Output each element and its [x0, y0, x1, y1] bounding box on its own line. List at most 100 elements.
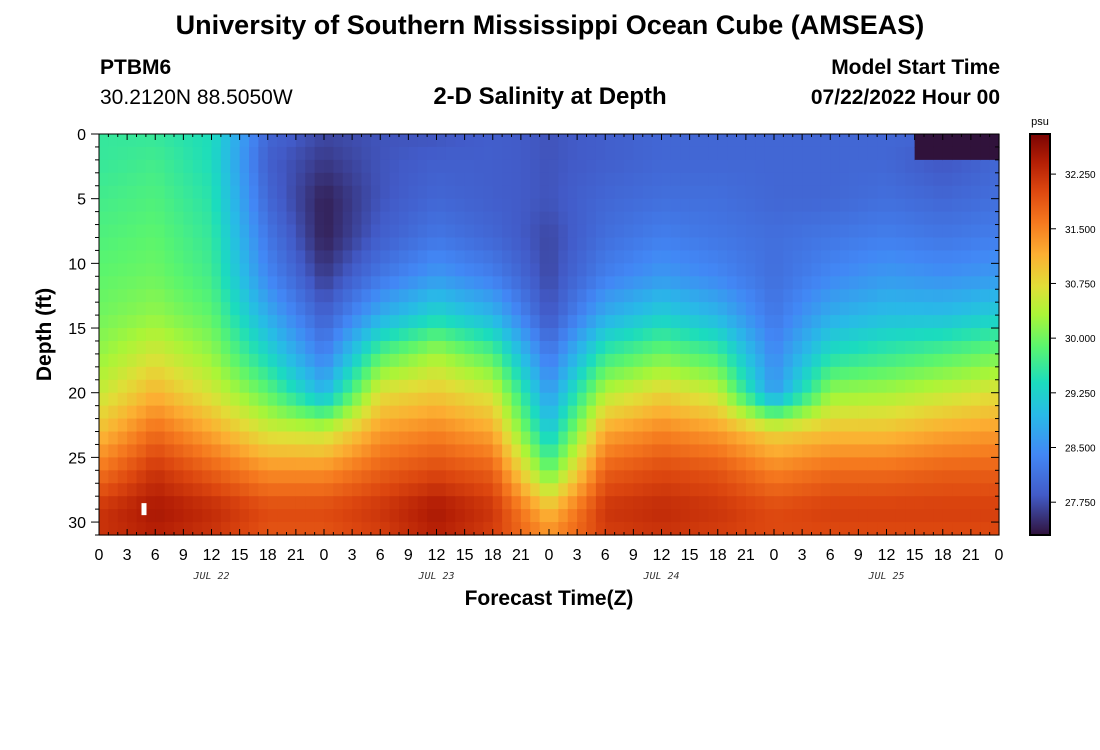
colorbar-tick-label: 30.000	[1065, 334, 1096, 345]
heatmap-cell	[830, 509, 841, 523]
heatmap-cell	[633, 366, 644, 381]
heatmap-cell	[239, 159, 250, 174]
heatmap-cell	[717, 276, 728, 290]
heatmap-cell	[211, 366, 222, 381]
heatmap-cell	[277, 302, 288, 316]
heatmap-cell	[342, 366, 353, 381]
heatmap-cell	[699, 237, 709, 252]
heatmap-cell	[970, 289, 981, 303]
heatmap-cell	[980, 366, 991, 381]
heatmap-cell	[633, 276, 644, 290]
heatmap-cell	[989, 444, 1000, 458]
heatmap-cell	[445, 431, 456, 446]
heatmap-cell	[389, 392, 400, 407]
heatmap-cell	[652, 198, 663, 213]
heatmap-cell	[614, 302, 625, 316]
heatmap-cell	[670, 302, 681, 316]
heatmap-cell	[980, 224, 991, 239]
heatmap-cell	[277, 457, 288, 471]
heatmap-cell	[211, 185, 222, 200]
heatmap-cell	[511, 353, 522, 368]
heatmap-cell	[652, 470, 663, 484]
heatmap-cell	[183, 302, 194, 316]
heatmap-cell	[277, 509, 288, 523]
heatmap-cell	[567, 159, 578, 174]
heatmap-cell	[745, 250, 756, 264]
heatmap-cell	[914, 470, 925, 484]
heatmap-cell	[970, 496, 981, 510]
heatmap-cell	[192, 379, 203, 394]
heatmap-cell	[980, 328, 991, 342]
heatmap-cell	[783, 444, 794, 458]
heatmap-cell	[830, 289, 841, 303]
heatmap-cell	[108, 340, 119, 355]
heatmap-cell	[567, 496, 578, 510]
heatmap-cell	[192, 431, 203, 446]
heatmap-cell	[314, 509, 325, 523]
heatmap-cell	[361, 211, 372, 226]
heatmap-cell	[474, 483, 484, 497]
heatmap-cell	[295, 185, 306, 200]
heatmap-cell	[839, 289, 850, 303]
heatmap-cell	[211, 211, 222, 226]
heatmap-cell	[774, 198, 784, 213]
heatmap-cell	[202, 483, 213, 497]
heatmap-cell	[717, 483, 728, 497]
heatmap-cell	[633, 392, 644, 407]
heatmap-cell	[408, 366, 419, 381]
heatmap-cell	[783, 522, 794, 536]
heatmap-cell	[267, 431, 278, 446]
heatmap-cell	[839, 470, 850, 484]
heatmap-cell	[727, 198, 738, 213]
heatmap-cell	[661, 315, 672, 329]
x-tick-label: 3	[798, 547, 807, 564]
heatmap-cell	[155, 483, 166, 497]
heatmap-cell	[99, 146, 109, 161]
heatmap-cell	[970, 185, 981, 200]
heatmap-cell	[183, 366, 194, 381]
heatmap-cell	[305, 522, 316, 536]
heatmap-cell	[502, 315, 513, 329]
heatmap-cell	[174, 379, 184, 394]
heatmap-cell	[464, 431, 475, 446]
heatmap-cell	[605, 340, 616, 355]
heatmap-cell	[399, 315, 409, 329]
heatmap-cell	[324, 276, 334, 290]
heatmap-cell	[802, 159, 813, 174]
heatmap-cell	[295, 159, 306, 174]
heatmap-cell	[942, 496, 953, 510]
heatmap-cell	[539, 340, 550, 355]
heatmap-cell	[202, 379, 213, 394]
heatmap-cell	[802, 211, 813, 226]
heatmap-cell	[380, 211, 391, 226]
heatmap-cell	[492, 470, 503, 484]
heatmap-cell	[764, 211, 775, 226]
heatmap-cell	[408, 509, 419, 523]
heatmap-cell	[567, 431, 578, 446]
heatmap-cell	[661, 302, 672, 316]
heatmap-cell	[905, 237, 916, 252]
heatmap-cell	[577, 185, 588, 200]
heatmap-cell	[774, 289, 784, 303]
heatmap-cell	[286, 366, 297, 381]
heatmap-cell	[136, 418, 147, 433]
heatmap-cell	[830, 522, 841, 536]
heatmap-cell	[689, 302, 700, 316]
heatmap-cell	[661, 353, 672, 368]
heatmap-cell	[342, 353, 353, 368]
heatmap-cell	[614, 237, 625, 252]
heatmap-cell	[886, 483, 897, 497]
heatmap-cell	[745, 379, 756, 394]
heatmap-cell	[595, 392, 606, 407]
heatmap-cell	[445, 302, 456, 316]
heatmap-cell	[267, 379, 278, 394]
heatmap-cell	[389, 340, 400, 355]
heatmap-cell	[952, 289, 963, 303]
heatmap-cell	[652, 289, 663, 303]
heatmap-cell	[614, 457, 625, 471]
heatmap-cell	[549, 134, 559, 148]
heatmap-cell	[295, 418, 306, 433]
heatmap-cell	[352, 224, 363, 239]
heatmap-cell	[202, 522, 213, 536]
heatmap-cell	[352, 366, 363, 381]
